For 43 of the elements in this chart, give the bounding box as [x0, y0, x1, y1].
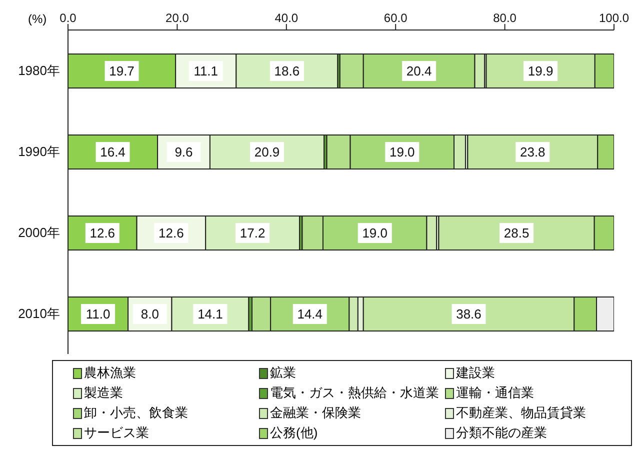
legend-label: 製造業 — [84, 384, 123, 402]
data-label: 18.6 — [274, 64, 300, 78]
data-label: 17.2 — [240, 226, 266, 240]
data-label: 11.1 — [194, 64, 218, 78]
data-label: 9.6 — [174, 144, 193, 160]
x-tick-label: 20.0 — [166, 11, 190, 25]
y-tick-label: 1980年 — [18, 63, 60, 78]
data-label: 16.4 — [100, 144, 126, 160]
legend-label: 農林漁業 — [84, 364, 136, 382]
legend-label: 建設業 — [456, 364, 495, 382]
x-tick-label: 80.0 — [493, 11, 517, 25]
data-label: 28.5 — [504, 226, 530, 240]
legend-label: 不動産業、物品賃貸業 — [456, 404, 586, 422]
legend-label: 公務(他) — [270, 424, 318, 442]
data-label: 12.6 — [158, 226, 184, 240]
data-label: 20.9 — [254, 144, 280, 160]
y-tick-label: 1990年 — [18, 144, 60, 160]
data-label: 14.1 — [198, 306, 223, 322]
data-label: 14.4 — [297, 306, 323, 322]
legend-label: 卸・小売、飲食業 — [84, 404, 188, 422]
y-tick-label: 2010年 — [18, 306, 60, 322]
legend-label: 電気・ガス・熱供給・水道業 — [270, 384, 439, 402]
legend-label: 鉱業 — [270, 364, 296, 382]
legend-label: 分類不能の産業 — [456, 424, 547, 442]
x-axis-title: (%) — [28, 12, 47, 26]
legend-label: サービス業 — [84, 424, 149, 442]
legend-label: 運輸・通信業 — [456, 384, 534, 402]
data-label: 11.0 — [86, 306, 110, 322]
x-tick-label: 40.0 — [274, 11, 298, 25]
y-tick-label: 2000年 — [18, 225, 60, 240]
data-label: 38.6 — [456, 306, 482, 322]
data-label: 12.6 — [90, 226, 116, 240]
data-label: 19.0 — [389, 144, 415, 160]
x-tick-label: 60.0 — [384, 11, 408, 25]
x-tick-label: 100.0 — [598, 11, 630, 25]
data-label: 19.0 — [362, 226, 388, 240]
data-label: 20.4 — [406, 64, 432, 78]
data-label: 23.8 — [520, 144, 546, 160]
legend-label: 金融業・保険業 — [270, 404, 361, 422]
data-label: 19.7 — [109, 64, 134, 78]
x-tick-label: 0.0 — [60, 11, 77, 25]
data-label: 19.9 — [528, 64, 554, 78]
data-label: 8.0 — [140, 306, 159, 322]
